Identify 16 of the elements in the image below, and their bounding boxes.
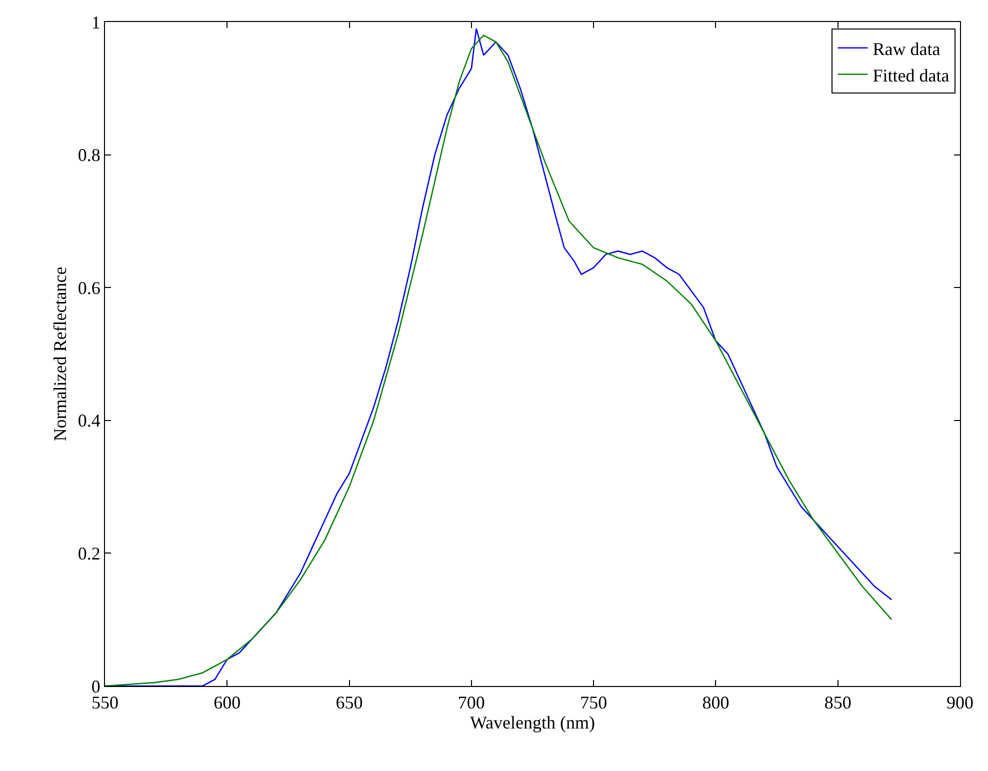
x-tick-label: 700	[458, 692, 485, 713]
legend-label: Raw data	[872, 38, 940, 59]
legend-label: Fitted data	[872, 65, 950, 86]
x-tick-label: 650	[336, 692, 363, 713]
x-tick-label: 800	[702, 692, 730, 713]
x-tick-label: 900	[946, 692, 974, 713]
x-tick-label: 850	[824, 692, 852, 713]
x-tick-label: 600	[214, 692, 241, 713]
x-axis-title: Wavelength (nm)	[470, 712, 596, 733]
y-tick-label: 0.2	[78, 544, 100, 564]
x-tick-label: 750	[580, 692, 608, 713]
y-tick-label: 0.6	[78, 278, 100, 298]
y-tick-label: 0.4	[78, 410, 100, 431]
y-tick-label: 0.8	[78, 145, 100, 166]
y-tick-label: 1	[91, 12, 100, 32]
y-axis-title: Normalized Reflectance	[50, 266, 70, 442]
